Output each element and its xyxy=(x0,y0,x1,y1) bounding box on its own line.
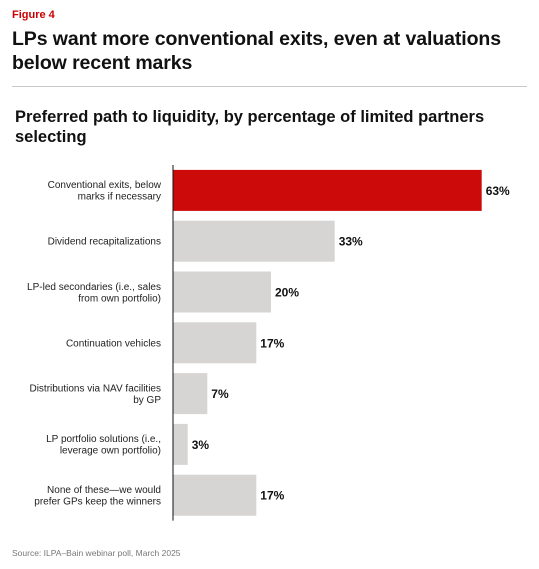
bar-7 xyxy=(173,474,257,516)
bar-5 xyxy=(173,373,208,415)
category-label-7: None of these—we would prefer GPs keep th… xyxy=(34,485,161,508)
bar-4 xyxy=(173,322,257,364)
divider xyxy=(12,86,527,87)
value-label-5: 7% xyxy=(211,387,229,401)
figure-label: Figure 4 xyxy=(12,9,55,21)
bar-6 xyxy=(173,423,188,465)
value-label-1: 63% xyxy=(486,184,510,198)
category-label-1: Conventional exits, below marks if necess… xyxy=(48,180,162,203)
category-label-4: Continuation vehicles xyxy=(66,338,161,349)
category-label-2: Dividend recapitalizations xyxy=(48,237,161,248)
category-label-5: Distributions via NAV facilities by GP xyxy=(29,383,161,406)
value-label-4: 17% xyxy=(260,336,284,350)
bar-3 xyxy=(173,271,271,313)
category-label-6: LP portfolio solutions (i.e., leverage ow… xyxy=(46,434,161,457)
chart-title: Preferred path to liquidity, by percenta… xyxy=(15,108,485,146)
headline: LPs want more conventional exits, even a… xyxy=(12,28,501,74)
value-label-6: 3% xyxy=(192,438,210,452)
bar-2 xyxy=(173,220,335,262)
source-note: Source: ILPA–Bain webinar poll, March 20… xyxy=(12,548,181,558)
value-label-7: 17% xyxy=(260,489,284,503)
category-label-3: LP-led secondaries (i.e., sales from own … xyxy=(27,282,161,305)
value-label-2: 33% xyxy=(339,235,363,249)
bar-1 xyxy=(173,169,482,211)
value-label-3: 20% xyxy=(275,286,299,300)
